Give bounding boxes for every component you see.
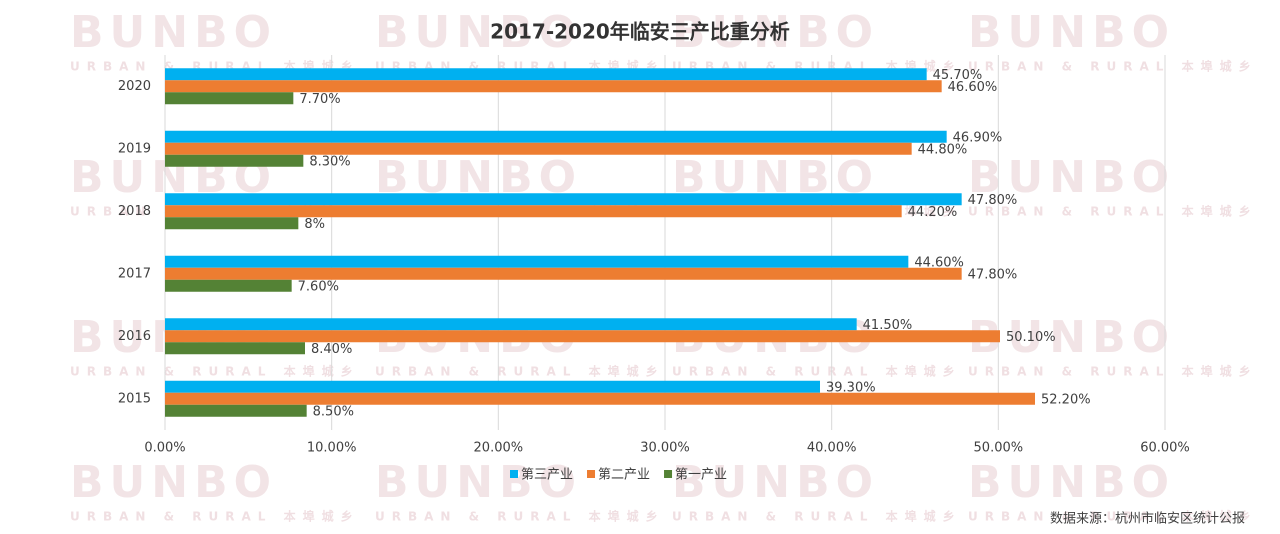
bar bbox=[165, 205, 902, 218]
bar bbox=[165, 342, 305, 355]
data-label: 47.80% bbox=[968, 267, 1018, 282]
legend-swatch bbox=[664, 470, 673, 478]
x-tick-label: 20.00% bbox=[474, 441, 524, 456]
bar bbox=[165, 142, 912, 155]
bar bbox=[165, 68, 927, 81]
data-label: 44.80% bbox=[918, 142, 968, 157]
data-label: 39.30% bbox=[826, 380, 876, 395]
bar bbox=[165, 92, 294, 105]
data-label: 7.70% bbox=[299, 92, 340, 107]
legend-swatch bbox=[510, 470, 518, 478]
source-note: 数据来源：杭州市临安区统计公报 bbox=[1050, 511, 1245, 527]
watermark: BUNBO bbox=[375, 7, 582, 58]
x-tick-label: 40.00% bbox=[807, 441, 857, 456]
watermark: BUNBO bbox=[672, 457, 879, 508]
legend: 第三产业 第二产业 第一产业 bbox=[510, 468, 727, 483]
bar bbox=[165, 330, 1000, 343]
watermark: BUNBO bbox=[968, 457, 1175, 508]
bar bbox=[165, 380, 820, 393]
watermark-subtitle: URBAN & RURAL 本埠城乡 bbox=[70, 509, 360, 524]
watermark-subtitle: URBAN & RURAL 本埠城乡 bbox=[70, 364, 360, 379]
x-tick-label: 60.00% bbox=[1140, 441, 1190, 456]
bar bbox=[165, 404, 307, 417]
x-tick-label: 10.00% bbox=[307, 441, 357, 456]
watermark: BUNBO bbox=[968, 312, 1175, 363]
x-tick-label: 30.00% bbox=[640, 441, 690, 456]
data-label: 7.60% bbox=[298, 279, 339, 294]
data-label: 52.20% bbox=[1041, 392, 1091, 407]
data-label: 44.60% bbox=[914, 255, 964, 270]
legend-label: 第二产业 bbox=[598, 468, 650, 483]
watermark-subtitle: URBAN & RURAL 本埠城乡 bbox=[968, 364, 1258, 379]
data-label: 45.70% bbox=[933, 68, 983, 83]
legend-label: 第三产业 bbox=[521, 468, 573, 483]
bar bbox=[165, 279, 292, 292]
data-label: 46.60% bbox=[948, 80, 998, 95]
bar bbox=[165, 130, 947, 143]
data-label: 46.90% bbox=[953, 130, 1003, 145]
watermark: BUNBO bbox=[375, 457, 582, 508]
bar bbox=[165, 255, 909, 268]
x-tick-label: 0.00% bbox=[144, 441, 185, 456]
data-label: 8.40% bbox=[311, 342, 352, 357]
bar bbox=[165, 80, 942, 93]
data-label: 41.50% bbox=[863, 318, 913, 333]
chart-title: 2017-2020年临安三产比重分析 bbox=[490, 20, 790, 44]
watermark: BUNBO bbox=[70, 457, 277, 508]
legend-swatch bbox=[587, 470, 596, 478]
watermark-subtitle: URBAN & RURAL 本埠城乡 bbox=[968, 509, 1258, 524]
y-tick-label: 2015 bbox=[118, 391, 151, 406]
bar bbox=[165, 392, 1035, 405]
data-label: 47.80% bbox=[968, 193, 1018, 208]
watermark-subtitle: URBAN & RURAL 本埠城乡 bbox=[375, 509, 665, 524]
data-label: 8.50% bbox=[313, 404, 354, 419]
data-label: 44.20% bbox=[908, 205, 958, 220]
watermark-subtitle: URBAN & RURAL 本埠城乡 bbox=[968, 204, 1258, 219]
watermark-subtitle: URBAN & RURAL 本埠城乡 bbox=[672, 509, 962, 524]
y-tick-label: 2020 bbox=[118, 79, 151, 94]
watermark: BUNBO bbox=[672, 7, 879, 58]
y-tick-label: 2018 bbox=[118, 204, 151, 219]
bar bbox=[165, 318, 857, 331]
y-tick-label: 2019 bbox=[118, 141, 151, 156]
legend-label: 第一产业 bbox=[675, 468, 727, 483]
data-label: 8% bbox=[304, 217, 325, 232]
data-label: 8.30% bbox=[309, 154, 350, 169]
bar bbox=[165, 217, 299, 230]
data-label: 50.10% bbox=[1006, 330, 1056, 345]
watermark: BUNBO bbox=[968, 7, 1175, 58]
bar bbox=[165, 267, 962, 280]
watermark-subtitle: URBAN & RURAL 本埠城乡 bbox=[968, 59, 1258, 74]
y-tick-label: 2016 bbox=[118, 329, 151, 344]
watermark: BUNBO bbox=[70, 7, 277, 58]
y-tick-label: 2017 bbox=[118, 266, 151, 281]
x-tick-label: 50.00% bbox=[974, 441, 1024, 456]
watermark-subtitle: URBAN & RURAL 本埠城乡 bbox=[375, 364, 665, 379]
watermark-subtitle: URBAN & RURAL 本埠城乡 bbox=[672, 364, 962, 379]
bar bbox=[165, 154, 304, 167]
bar bbox=[165, 193, 962, 206]
watermark: BUNBO bbox=[968, 152, 1175, 203]
